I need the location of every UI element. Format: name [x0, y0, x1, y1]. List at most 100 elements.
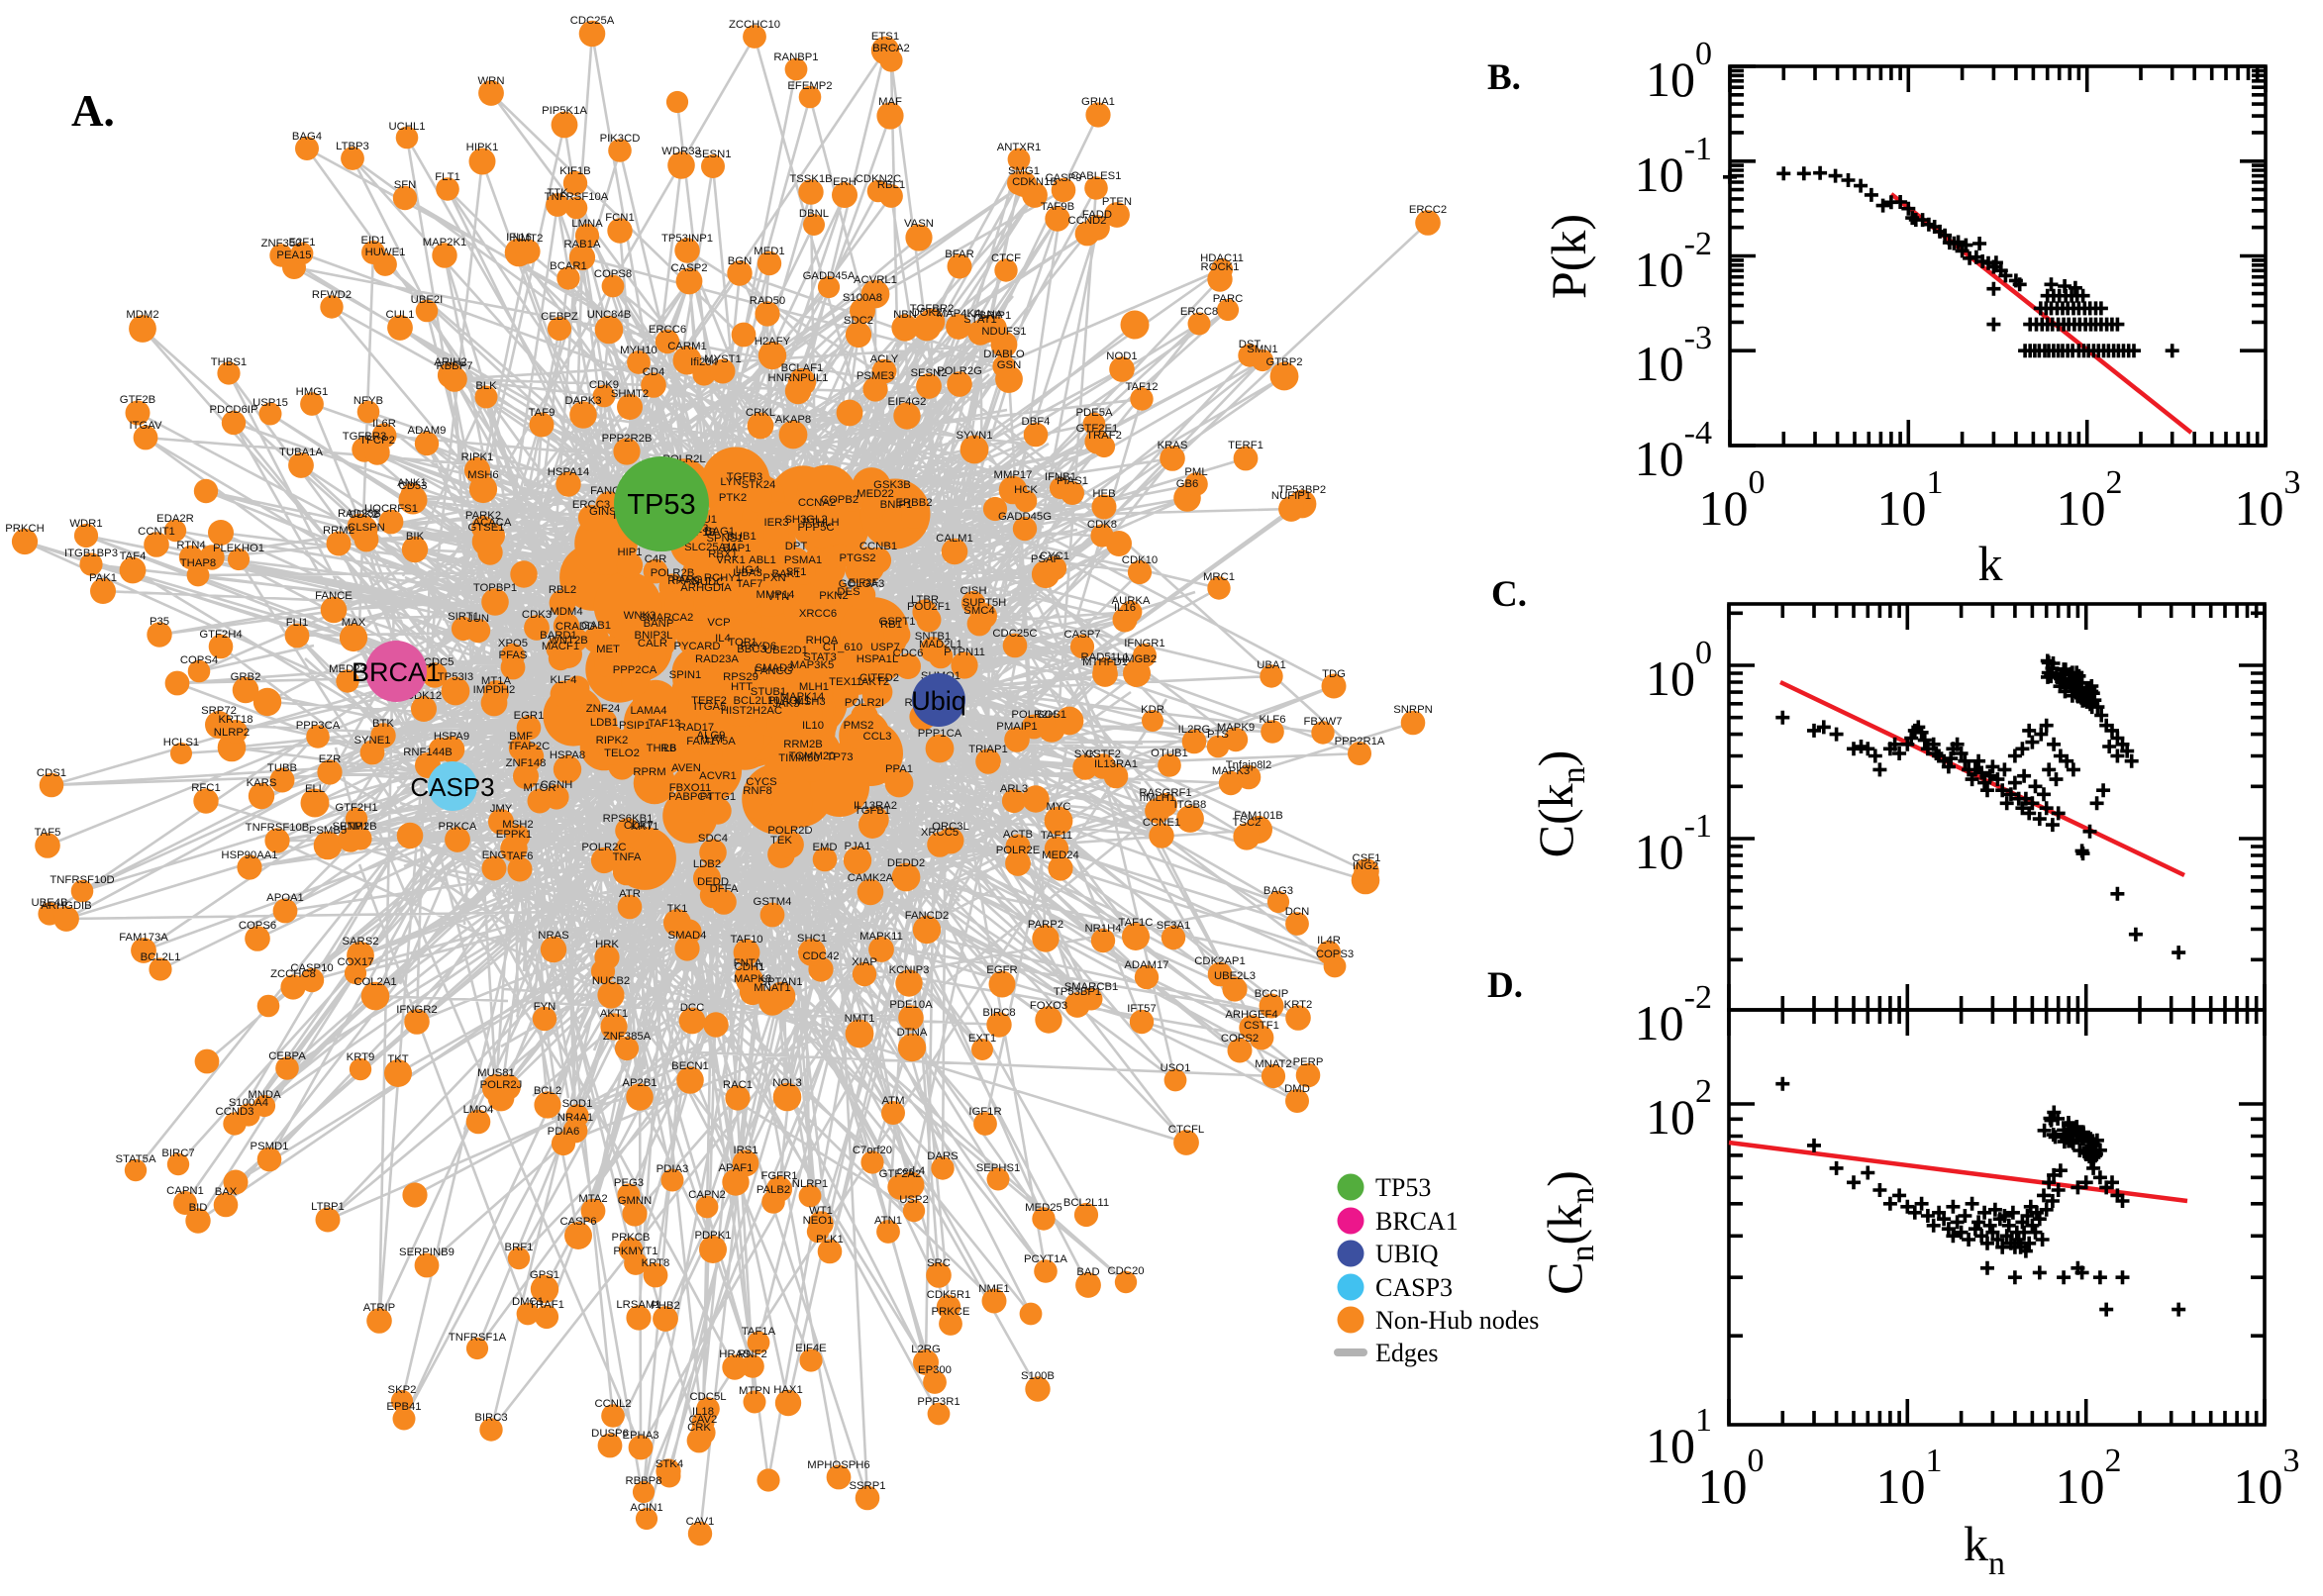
svg-text:MNAT1: MNAT1 [754, 982, 790, 994]
svg-text:FGFR1: FGFR1 [760, 1170, 797, 1182]
svg-text:TOMM20: TOMM20 [789, 750, 836, 762]
svg-text:FLI1: FLI1 [286, 617, 309, 629]
svg-text:PPP2CA: PPP2CA [613, 664, 657, 676]
svg-text:TP53BP2: TP53BP2 [1278, 484, 1326, 496]
svg-text:HCLS1: HCLS1 [163, 737, 199, 748]
svg-text:PDPK1: PDPK1 [694, 1230, 731, 1242]
svg-text:HCK: HCK [1014, 484, 1038, 496]
svg-text:HSPA8: HSPA8 [550, 749, 585, 761]
svg-text:CCNL2: CCNL2 [594, 1398, 631, 1410]
svg-text:ITGA5: ITGA5 [694, 701, 727, 713]
svg-text:ETS1: ETS1 [871, 31, 899, 43]
svg-text:PTS: PTS [1207, 729, 1229, 741]
svg-text:L2RG: L2RG [911, 1344, 941, 1355]
svg-text:USP2: USP2 [899, 1194, 929, 1206]
svg-text:ELL: ELL [305, 783, 325, 795]
svg-text:NEO1: NEO1 [803, 1215, 834, 1227]
svg-text:BID: BID [189, 1202, 208, 1214]
svg-text:TGFBR3: TGFBR3 [343, 431, 387, 443]
svg-text:Ubiq: Ubiq [911, 686, 966, 716]
svg-text:EP300: EP300 [918, 1364, 952, 1376]
svg-text:COPS3: COPS3 [1316, 948, 1354, 960]
svg-text:PIAS1: PIAS1 [1057, 475, 1088, 487]
svg-text:MAPK8: MAPK8 [734, 973, 771, 985]
svg-text:PPP3R1: PPP3R1 [917, 1396, 960, 1408]
svg-text:NDUFS1: NDUFS1 [981, 326, 1026, 338]
svg-text:CDC6: CDC6 [893, 648, 924, 659]
svg-text:BBC3: BBC3 [737, 644, 766, 655]
svg-text:LMNA: LMNA [571, 218, 603, 230]
svg-text:SNRPN: SNRPN [1393, 704, 1433, 716]
svg-text:WNK3: WNK3 [624, 610, 656, 622]
svg-text:RAD51L1: RAD51L1 [1081, 651, 1130, 663]
svg-text:STAT1: STAT1 [963, 314, 996, 326]
svg-text:CARM1: CARM1 [667, 341, 707, 352]
svg-text:COPS6: COPS6 [239, 920, 276, 932]
svg-text:TAF1A: TAF1A [742, 1326, 776, 1338]
svg-text:CDH1: CDH1 [735, 961, 765, 973]
svg-text:SRP72: SRP72 [201, 705, 237, 717]
svg-text:PTHLH: PTHLH [802, 517, 839, 529]
svg-text:IGF1R: IGF1R [968, 1106, 1001, 1118]
svg-text:PDCD6IP: PDCD6IP [210, 404, 258, 416]
svg-text:PLAGL1: PLAGL1 [768, 695, 811, 707]
svg-text:JUN: JUN [467, 613, 489, 625]
svg-text:LTBP1: LTBP1 [311, 1201, 345, 1213]
svg-text:KRT9: KRT9 [347, 1051, 375, 1063]
svg-text:KLF4: KLF4 [550, 674, 576, 686]
svg-text:MAP3K5: MAP3K5 [790, 659, 835, 671]
svg-text:UBA1: UBA1 [1257, 659, 1286, 671]
svg-text:GTF2E1: GTF2E1 [1076, 423, 1119, 435]
svg-text:MDM2: MDM2 [126, 309, 158, 321]
svg-text:EZR: EZR [319, 753, 342, 765]
svg-text:SYK: SYK [1074, 748, 1097, 760]
svg-text:SUPT5H: SUPT5H [962, 597, 1007, 609]
svg-text:C7orf20: C7orf20 [853, 1145, 892, 1156]
svg-text:SESN1: SESN1 [694, 149, 731, 160]
svg-text:MT1A: MT1A [481, 675, 512, 687]
svg-text:S100B: S100B [1021, 1370, 1055, 1382]
svg-text:TGFB1: TGFB1 [855, 805, 890, 817]
svg-text:FXYD6: FXYD6 [741, 641, 776, 652]
svg-text:TRIAP1: TRIAP1 [968, 744, 1008, 755]
svg-text:HSPA9: HSPA9 [434, 731, 469, 743]
svg-text:B.: B. [1487, 57, 1521, 98]
svg-text:BRCA1: BRCA1 [1375, 1207, 1459, 1236]
svg-text:BAK1: BAK1 [772, 568, 801, 580]
svg-text:PEG3: PEG3 [614, 1177, 644, 1189]
svg-text:DBNL: DBNL [799, 208, 829, 220]
svg-text:THAP8: THAP8 [180, 557, 216, 569]
svg-text:FAM173A: FAM173A [119, 932, 168, 944]
svg-text:TNFRSF10A: TNFRSF10A [545, 191, 609, 203]
svg-text:CASP2: CASP2 [670, 262, 707, 274]
svg-text:ZCCHC10: ZCCHC10 [729, 19, 780, 31]
svg-text:PSME3: PSME3 [857, 370, 894, 382]
svg-text:MMP14: MMP14 [757, 589, 795, 601]
svg-text:MTOR: MTOR [523, 782, 556, 794]
svg-text:CDC5L: CDC5L [689, 1391, 726, 1403]
svg-text:MED23: MED23 [329, 663, 366, 675]
svg-text:GTF2H4: GTF2H4 [199, 629, 242, 641]
svg-text:PAK1: PAK1 [89, 572, 117, 584]
svg-text:TKT: TKT [387, 1053, 408, 1065]
svg-text:RASGRF1: RASGRF1 [1139, 787, 1191, 799]
svg-text:FLT1: FLT1 [435, 171, 460, 183]
svg-text:MAP4K4: MAP4K4 [937, 308, 981, 320]
svg-text:ADAM17: ADAM17 [1124, 959, 1168, 971]
svg-text:CDK5R1: CDK5R1 [927, 1289, 971, 1301]
svg-text:BRF1: BRF1 [505, 1242, 534, 1253]
svg-text:PRKCA: PRKCA [439, 821, 477, 833]
svg-text:EPB41: EPB41 [386, 1401, 421, 1413]
svg-text:ZNF24: ZNF24 [586, 703, 621, 715]
svg-text:BCLAF1: BCLAF1 [781, 362, 824, 374]
svg-text:FADD: FADD [1082, 209, 1112, 221]
svg-text:COL2A1: COL2A1 [354, 976, 396, 988]
svg-text:MNDA: MNDA [248, 1089, 281, 1101]
svg-text:STK24: STK24 [742, 479, 776, 491]
svg-text:UCHL1: UCHL1 [388, 121, 425, 133]
svg-text:TAF6: TAF6 [507, 850, 534, 862]
svg-text:RB1: RB1 [880, 619, 902, 631]
svg-text:NFYB: NFYB [354, 395, 383, 407]
svg-text:LIG4: LIG4 [736, 564, 760, 576]
svg-text:RRM2: RRM2 [323, 525, 354, 537]
